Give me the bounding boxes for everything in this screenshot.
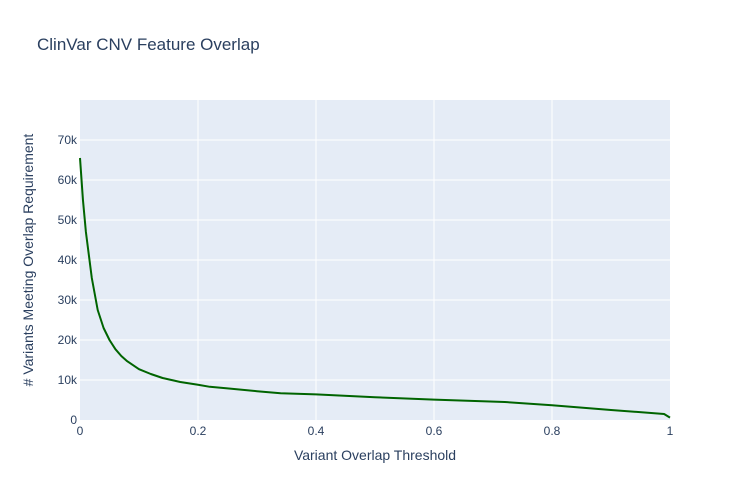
x-tick-label: 0.4 bbox=[308, 424, 325, 438]
x-tick-label: 0.2 bbox=[190, 424, 207, 438]
x-tick-label: 0.6 bbox=[426, 424, 443, 438]
x-axis-title: Variant Overlap Threshold bbox=[294, 447, 456, 463]
x-tick-labels: 0 0.2 0.4 0.6 0.8 1 bbox=[77, 424, 674, 438]
y-tick-label: 20k bbox=[58, 333, 78, 347]
x-tick-label: 0 bbox=[77, 424, 84, 438]
y-tick-label: 70k bbox=[58, 133, 78, 147]
x-tick-label: 1 bbox=[667, 424, 674, 438]
y-tick-labels: 0 10k 20k 30k 40k 50k 60k 70k bbox=[58, 133, 78, 427]
gridlines bbox=[80, 100, 670, 420]
x-tick-label: 0.8 bbox=[544, 424, 561, 438]
y-tick-label: 50k bbox=[58, 213, 78, 227]
y-axis-title: # Variants Meeting Overlap Requirement bbox=[20, 134, 36, 387]
y-tick-label: 30k bbox=[58, 293, 78, 307]
series-layer bbox=[79, 157, 671, 419]
chart-title: ClinVar CNV Feature Overlap bbox=[37, 35, 260, 54]
y-tick-label: 40k bbox=[58, 253, 78, 267]
y-tick-label: 10k bbox=[58, 373, 78, 387]
y-tick-label: 60k bbox=[58, 173, 78, 187]
series-line bbox=[79, 157, 671, 419]
y-tick-label: 0 bbox=[70, 413, 77, 427]
